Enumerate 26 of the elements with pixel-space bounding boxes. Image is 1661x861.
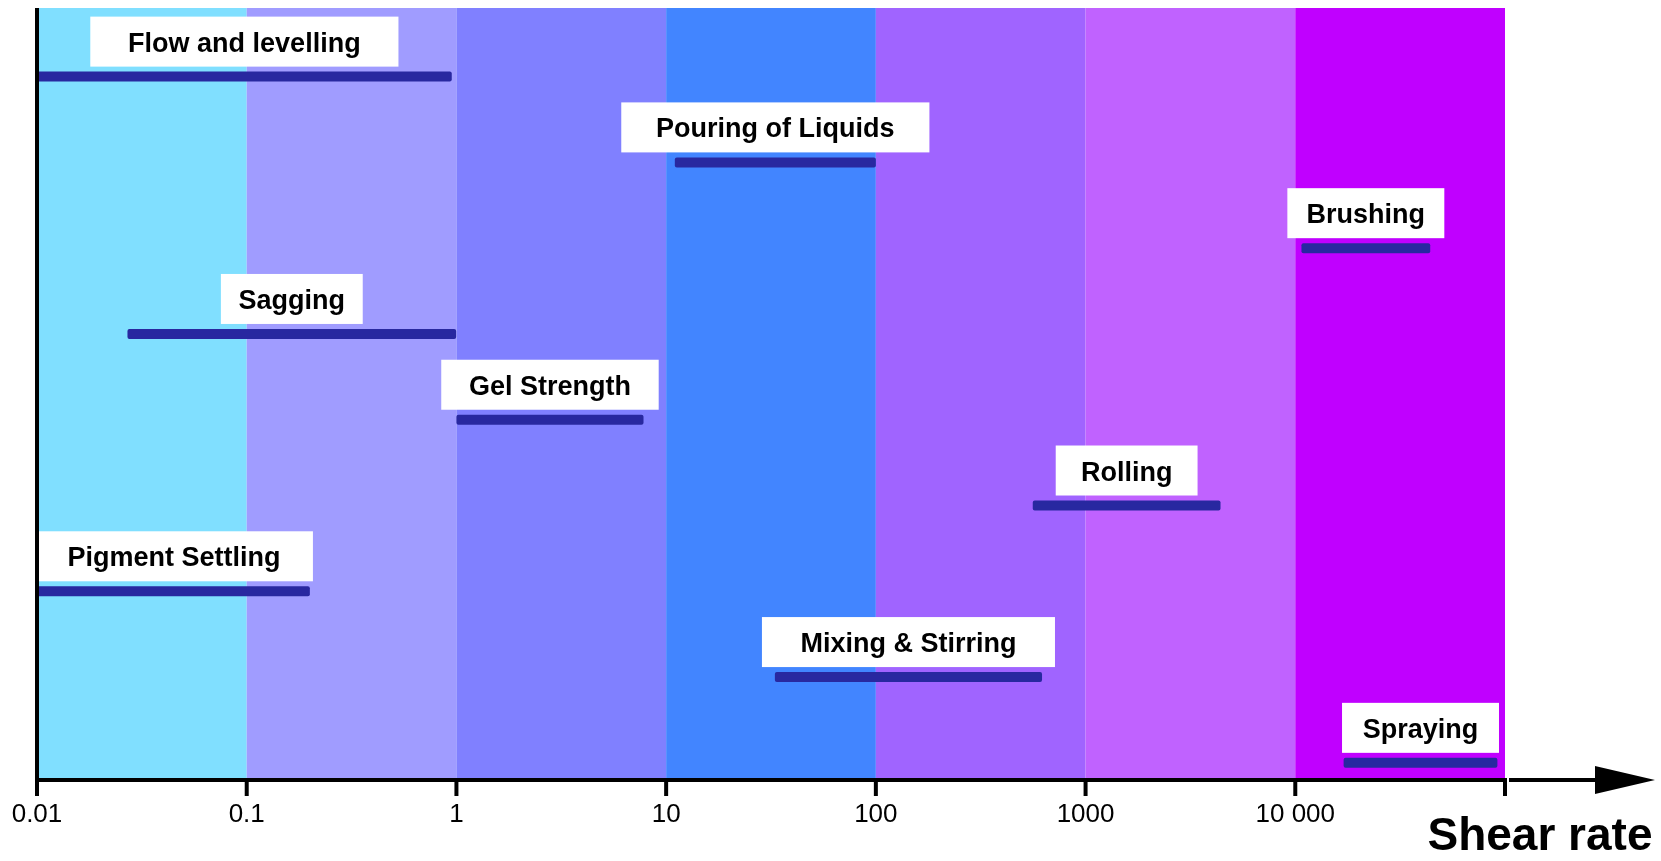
x-tick-label: 0.01	[11, 798, 63, 828]
bar	[1032, 500, 1221, 511]
y-tick-label: Brushing	[1306, 199, 1426, 230]
y-tick-label: Rolling	[1080, 456, 1173, 487]
x-tick-label: 10	[651, 798, 681, 828]
x-tick-label: 10 000	[1255, 798, 1336, 828]
y-tick-label: Spraying	[1362, 713, 1479, 744]
y-tick-label: Pigment Settling	[67, 542, 281, 573]
y-tick-label: Mixing & Stirring	[800, 628, 1017, 659]
bar	[1301, 243, 1431, 254]
bar	[127, 328, 457, 339]
bar	[37, 586, 310, 597]
bar	[674, 157, 876, 168]
y-tick-label: Pouring of Liquids	[656, 113, 895, 144]
bar	[1343, 757, 1498, 768]
bar	[37, 71, 452, 82]
y-tick-label: Sagging	[238, 284, 346, 315]
x-axis-title: Shear rate	[1427, 808, 1653, 860]
bar	[456, 414, 644, 425]
bar	[774, 672, 1043, 683]
x-tick-label: 100	[854, 798, 898, 828]
x-tick-label: 1	[449, 798, 464, 828]
y-tick-label: Gel Strength	[468, 370, 631, 401]
x-tick-label: 0.1	[228, 798, 265, 828]
x-tick-label: 1000	[1056, 798, 1115, 828]
y-tick-label: Flow and levelling	[128, 27, 361, 58]
